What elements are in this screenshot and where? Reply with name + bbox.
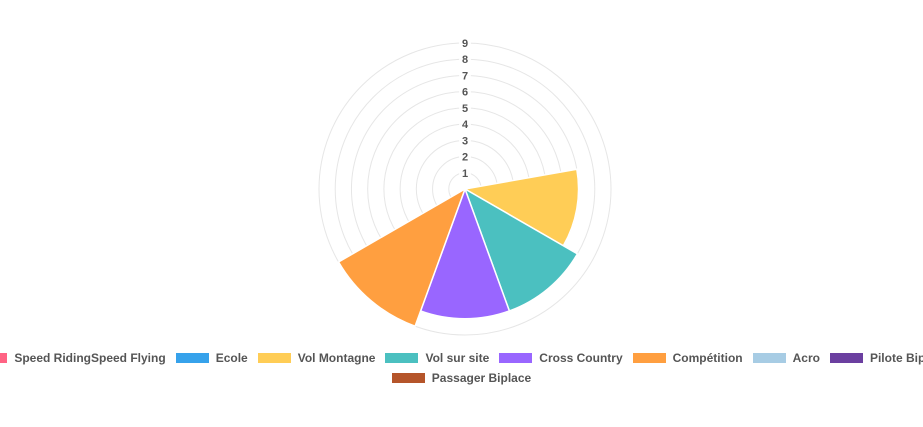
legend-item[interactable]: Cross Country (499, 351, 623, 365)
tick-label: 7 (462, 70, 468, 82)
tick-label: 8 (462, 54, 468, 66)
legend-swatch (385, 353, 419, 363)
legend-swatch (257, 353, 291, 363)
legend-item[interactable]: Vol sur site (385, 351, 489, 365)
legend-swatch (175, 353, 209, 363)
tick-backdrop (459, 69, 471, 82)
tick-label: 2 (462, 152, 468, 164)
legend-label: Vol Montagne (297, 351, 376, 365)
tick-backdrop (459, 134, 471, 147)
legend-item[interactable]: Compétition (632, 351, 743, 365)
legend-label: Passager Biplace (431, 371, 532, 385)
tick-label: 6 (462, 87, 468, 99)
tick-backdrop (459, 150, 471, 163)
legend-label: Ecole (215, 351, 248, 365)
legend-label: Pilote Biplace (869, 351, 923, 365)
legend-swatch (632, 353, 666, 363)
slice-vol-montagne[interactable] (462, 168, 580, 247)
legend-swatch (499, 353, 533, 363)
slice-cross-country[interactable] (419, 186, 511, 320)
legend-item[interactable]: Acro (752, 351, 820, 365)
tick-label: 9 (462, 38, 468, 50)
tick-label: 3 (462, 135, 468, 147)
legend-label: Compétition (672, 351, 743, 365)
legend-swatch (391, 373, 425, 383)
slice-vol-sur-site[interactable] (463, 187, 579, 312)
polar-plot: 1 2 3 4 5 6 7 8 9 (318, 37, 612, 336)
legend-swatch (829, 353, 863, 363)
tick-backdrop (459, 85, 471, 98)
legend-item[interactable]: Ecole (175, 351, 248, 365)
legend-swatch (0, 353, 8, 363)
legend-item[interactable]: Pilote Biplace (829, 351, 923, 365)
slices (337, 168, 580, 328)
legend-label: Vol sur site (425, 351, 490, 365)
legend-item[interactable]: Vol Montagne (257, 351, 376, 365)
legend-row: Speed RidingSpeed Flying Ecole Vol Montagn… (0, 348, 923, 368)
legend: Speed RidingSpeed Flying Ecole Vol Montagn… (0, 348, 923, 388)
radial-ticks: 1 2 3 4 5 6 7 8 9 (459, 37, 471, 180)
tick-label: 5 (462, 103, 468, 115)
legend-label: Acro (792, 351, 820, 365)
legend-row: Passager Biplace (0, 368, 923, 388)
tick-backdrop (459, 37, 471, 49)
slice-comp-tition[interactable] (337, 187, 467, 328)
tick-backdrop (459, 101, 471, 114)
legend-item[interactable]: Passager Biplace (391, 371, 532, 385)
legend-item[interactable]: Speed RidingSpeed Flying (0, 351, 166, 365)
tick-label: 4 (462, 119, 469, 131)
tick-backdrop (459, 118, 471, 131)
tick-backdrop (459, 53, 471, 66)
legend-label: Speed RidingSpeed Flying (14, 351, 166, 365)
legend-label: Cross Country (539, 351, 623, 365)
tick-backdrop (459, 166, 471, 179)
legend-swatch (752, 353, 786, 363)
tick-label: 1 (462, 168, 468, 180)
